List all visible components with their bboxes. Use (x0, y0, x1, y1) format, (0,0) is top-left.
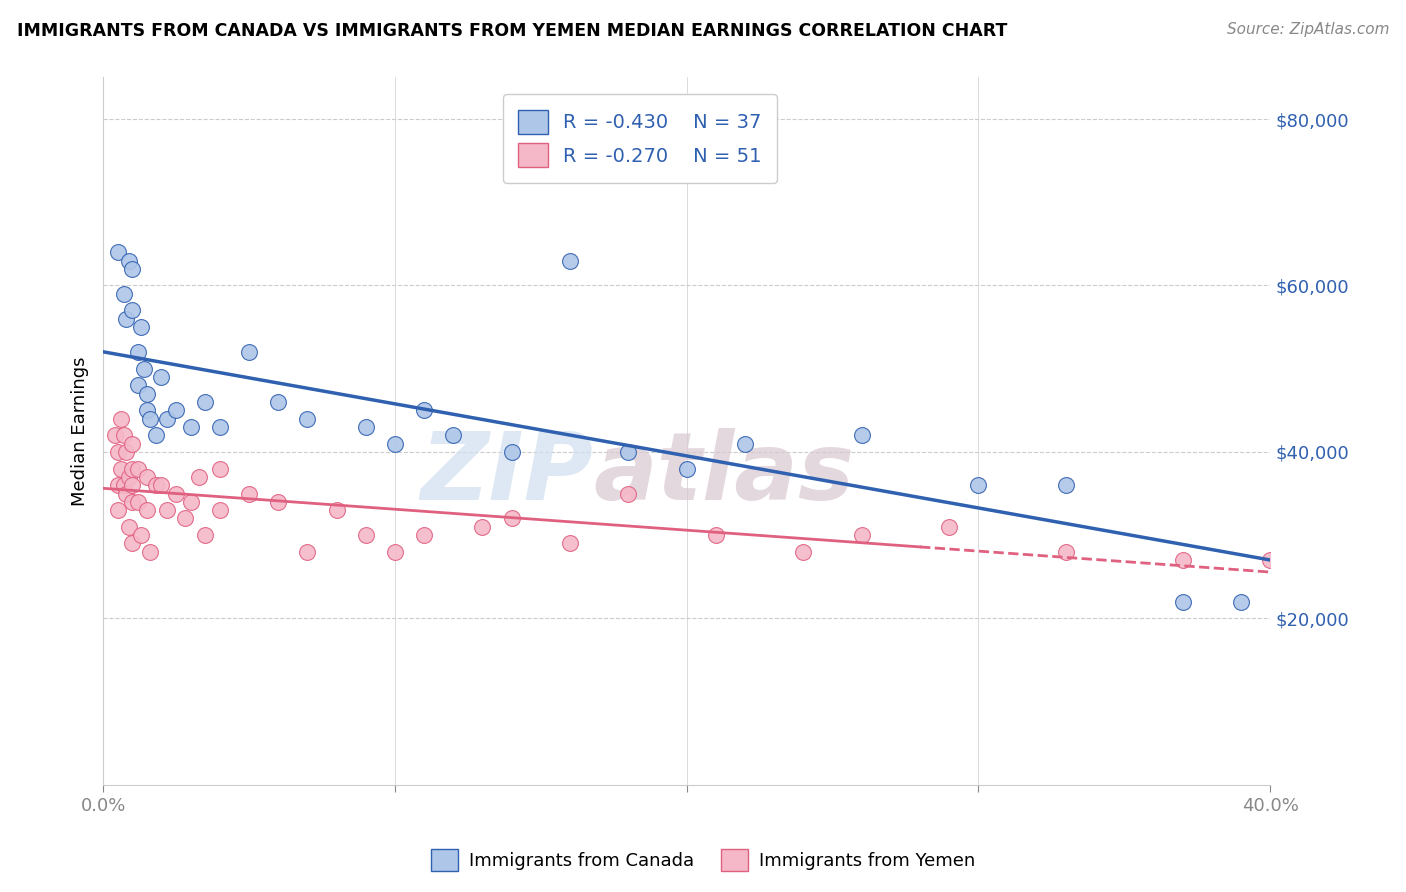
Point (127, 461, 149, 475)
Point (501, 445, 523, 459)
Point (208, 420, 231, 434)
Point (851, 528, 873, 542)
Point (325, 503, 347, 517)
Point (180, 420, 202, 434)
Point (110, 411, 132, 425)
Point (139, 545, 162, 559)
Point (121, 261, 143, 276)
Text: IMMIGRANTS FROM CANADA VS IMMIGRANTS FROM YEMEN MEDIAN EARNINGS CORRELATION CHAR: IMMIGRANTS FROM CANADA VS IMMIGRANTS FRO… (17, 22, 1007, 40)
Point (354, 528, 377, 542)
Text: atlas: atlas (593, 427, 855, 519)
Point (129, 528, 152, 542)
Point (297, 411, 319, 425)
Point (238, 486, 260, 500)
Point (121, 303, 143, 318)
Point (180, 495, 202, 509)
Point (145, 478, 167, 492)
Point (121, 436, 143, 450)
Point (194, 528, 217, 542)
Point (792, 545, 814, 559)
Point (238, 345, 260, 359)
Point (112, 286, 135, 301)
Text: ZIP: ZIP (420, 427, 593, 519)
Point (297, 545, 319, 559)
Point (384, 545, 406, 559)
Point (173, 511, 195, 525)
Point (617, 486, 640, 500)
Point (188, 470, 211, 484)
Point (558, 536, 581, 550)
Point (121, 461, 143, 475)
Point (165, 403, 187, 417)
Point (156, 503, 179, 517)
Y-axis label: Median Earnings: Median Earnings (72, 356, 89, 506)
Point (967, 478, 990, 492)
Point (851, 428, 873, 442)
Point (118, 253, 141, 268)
Point (413, 403, 436, 417)
Point (150, 478, 173, 492)
Point (165, 486, 187, 500)
Legend: R = -0.430    N = 37, R = -0.270    N = 51: R = -0.430 N = 37, R = -0.270 N = 51 (503, 95, 778, 183)
Point (1054, 545, 1077, 559)
Point (938, 520, 960, 534)
Point (129, 320, 152, 334)
Point (115, 445, 138, 459)
Point (471, 520, 494, 534)
Point (267, 395, 290, 409)
Point (107, 245, 129, 260)
Point (139, 411, 162, 425)
Point (145, 428, 167, 442)
Point (1171, 595, 1194, 609)
Point (1258, 553, 1281, 567)
Point (617, 445, 640, 459)
Point (115, 486, 138, 500)
Point (127, 495, 149, 509)
Point (127, 345, 149, 359)
Point (118, 470, 141, 484)
Text: Source: ZipAtlas.com: Source: ZipAtlas.com (1226, 22, 1389, 37)
Point (121, 478, 143, 492)
Point (107, 445, 129, 459)
Point (112, 478, 135, 492)
Point (1054, 478, 1077, 492)
Point (156, 411, 179, 425)
Point (110, 461, 132, 475)
Point (104, 428, 127, 442)
Point (121, 495, 143, 509)
Point (1171, 553, 1194, 567)
Point (135, 503, 157, 517)
Point (135, 386, 157, 401)
Point (675, 461, 697, 475)
Point (107, 478, 129, 492)
Point (267, 495, 290, 509)
Point (441, 428, 464, 442)
Point (734, 436, 756, 450)
Point (127, 378, 149, 392)
Point (1230, 595, 1253, 609)
Point (112, 428, 135, 442)
Point (384, 436, 406, 450)
Point (208, 461, 231, 475)
Point (135, 470, 157, 484)
Point (118, 520, 141, 534)
Point (135, 403, 157, 417)
Legend: Immigrants from Canada, Immigrants from Yemen: Immigrants from Canada, Immigrants from … (423, 842, 983, 879)
Point (558, 253, 581, 268)
Point (704, 528, 727, 542)
Point (354, 420, 377, 434)
Point (107, 503, 129, 517)
Point (501, 511, 523, 525)
Point (121, 536, 143, 550)
Point (194, 395, 217, 409)
Point (150, 370, 173, 384)
Point (115, 311, 138, 326)
Point (413, 528, 436, 542)
Point (208, 503, 231, 517)
Point (132, 361, 155, 376)
